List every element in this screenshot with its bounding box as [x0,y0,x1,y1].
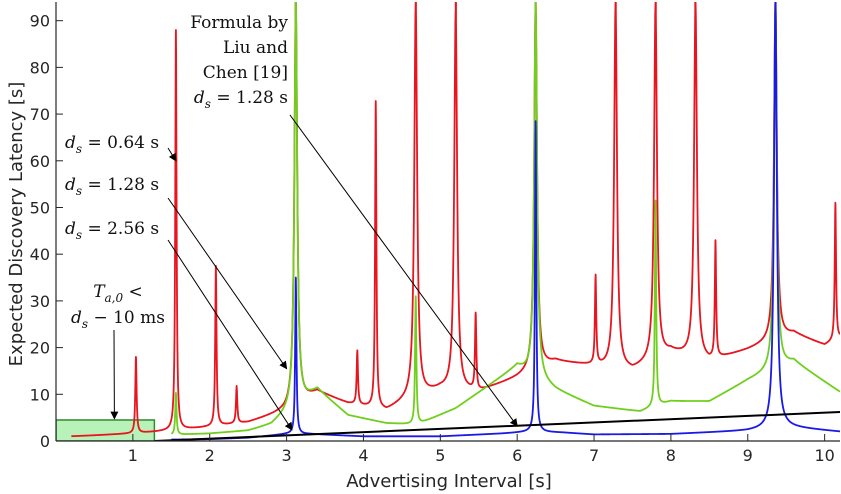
annotation-text: Formula by [190,13,288,33]
x-tick-label: 8 [666,446,676,465]
annotation-text: ds − 10 ms [71,308,165,331]
series-line-red [70,2,840,438]
y-tick-label: 10 [30,385,50,404]
y-tick-label: 50 [30,198,50,217]
x-tick-label: 6 [512,446,522,465]
annotation-text: Ta,0 < [93,282,143,305]
x-tick-label: 2 [205,446,215,465]
annotation-text: Chen [19] [203,63,288,83]
y-tick-label: 20 [30,339,50,358]
x-tick-label: 1 [128,446,138,465]
annotation-text: ds = 0.64 s [65,133,159,156]
x-tick-label: 3 [281,446,291,465]
series-line-blue [170,2,840,441]
x-axis-label: Advertising Interval [s] [346,471,552,492]
axes: 1 2 3 4 5 6 7 8 9 10 0 10 20 30 40 50 60 70 80 90 [30,2,840,465]
annotation-text: ds = 1.28 s [65,175,159,198]
x-tick-label: 9 [743,446,753,465]
series-line-black [154,411,840,441]
x-tick-label: 10 [814,446,834,465]
y-axis-label: Expected Discovery Latency [s] [6,82,27,367]
y-tick-label: 30 [30,292,50,311]
y-tick-label: 80 [30,58,50,77]
annotation-text: ds = 1.28 s [194,88,288,111]
plot-area [56,2,840,441]
annotation-text: ds = 2.56 s [65,219,159,242]
series-line-green [170,2,840,435]
annotations: Formula by Liu and Chen [19] ds = 1.28 s ds … [65,13,518,431]
annotation-text: Liu and [223,38,288,58]
annotation-arrow [167,147,177,162]
x-tick-label: 5 [435,446,445,465]
x-tick-label: 7 [589,446,599,465]
annotation-arrow [167,239,293,431]
y-tick-label: 60 [30,152,50,171]
annotation-arrow [167,197,288,370]
y-tick-label: 70 [30,105,50,124]
annotation-arrow [289,114,518,427]
y-tick-label: 0 [40,432,50,451]
y-tick-label: 40 [30,245,50,264]
x-tick-label: 4 [358,446,368,465]
y-tick-label: 90 [30,12,50,31]
